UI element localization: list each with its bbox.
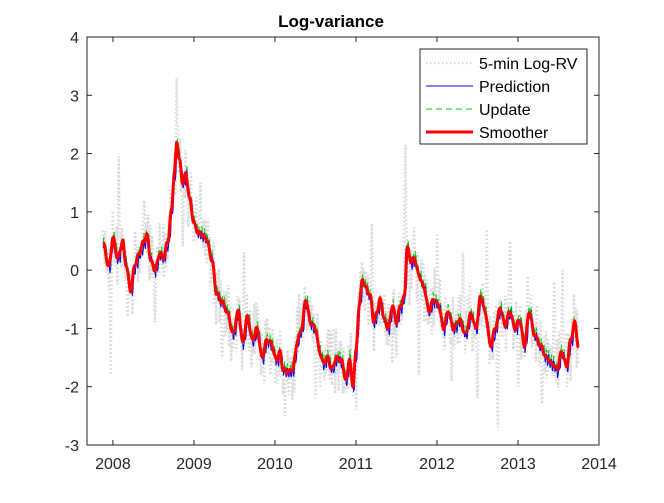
legend-box (419, 48, 588, 145)
x-tick-label: 2010 (257, 456, 293, 473)
y-axis-labels: -3 -2 -1 0 1 2 3 4 (65, 30, 79, 455)
legend-label-update: Update (479, 102, 531, 119)
x-tick-label: 2011 (339, 456, 374, 473)
legend-label-rv: 5-min Log-RV (479, 56, 578, 73)
x-tick-label: 2013 (500, 456, 536, 473)
plot-frame (86, 36, 600, 446)
y-tick-label: 1 (70, 205, 79, 222)
y-tick-label: -1 (65, 321, 79, 338)
legend-label-prediction: Prediction (479, 79, 550, 96)
chart-title: Log-variance (278, 12, 384, 31)
legend: 5-min Log-RV Prediction Update Smoother (419, 48, 588, 145)
y-tick-label: -3 (65, 438, 79, 455)
x-tick-label: 2009 (176, 456, 212, 473)
tick-marks (87, 36, 600, 446)
series-layer (101, 77, 580, 428)
x-tick-label: 2008 (95, 456, 131, 473)
y-tick-label: 2 (70, 147, 79, 164)
x-tick-label: 2012 (419, 456, 455, 473)
series-smoother-line (102, 140, 580, 389)
y-tick-label: 3 (70, 88, 79, 105)
series-rv-line (101, 77, 580, 428)
y-tick-label: -2 (65, 380, 79, 397)
x-tick-label: 2014 (581, 456, 617, 473)
legend-label-smoother: Smoother (479, 125, 549, 142)
y-tick-label: 0 (70, 263, 79, 280)
y-tick-label: 4 (70, 30, 79, 47)
x-axis-labels: 2008 2009 2010 2011 2012 2013 2014 (95, 456, 617, 473)
